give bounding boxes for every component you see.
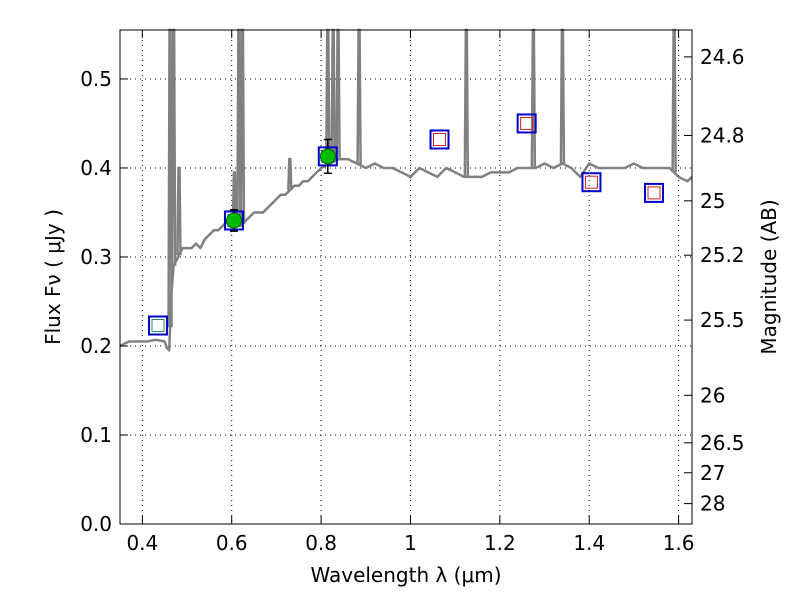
emission-line — [463, 28, 470, 177]
y-axis-label: Flux Fν ( μJy ) — [41, 209, 65, 345]
y-tick-label: 0.4 — [80, 156, 112, 180]
emission-line — [356, 28, 362, 165]
grid — [120, 30, 692, 524]
y-tick-label: 0.0 — [80, 512, 112, 536]
right-tick-label: 24.6 — [700, 45, 745, 69]
photometry-box — [581, 172, 602, 193]
photometry-box — [147, 315, 168, 336]
right-tick-label: 27 — [700, 461, 725, 485]
x-tick-label: 0.4 — [126, 531, 158, 555]
emission-line — [239, 28, 246, 225]
spectrum-series — [119, 28, 693, 352]
emission-line — [287, 157, 293, 191]
right-tick-label: 24.8 — [700, 123, 745, 147]
axis-ticks: 0.4 0.6 0.8 1 1.2 1.4 1.6 0.0 0.1 0.2 0.3 0.4 0.5 24.… — [80, 30, 745, 555]
emission-line — [335, 28, 341, 160]
x-tick-label: 1.2 — [484, 531, 516, 555]
right-axis-label: Magnitude (AB) — [757, 199, 781, 354]
y-tick-label: 0.1 — [80, 423, 112, 447]
emission-line — [167, 28, 173, 328]
emission-line — [170, 28, 177, 266]
emission-line — [671, 28, 677, 173]
emission-line — [530, 28, 537, 169]
y-tick-label: 0.3 — [80, 245, 112, 269]
emission-line — [231, 171, 238, 223]
x-tick-label: 1.6 — [663, 531, 695, 555]
spectrum-line — [119, 157, 693, 352]
measured-point — [319, 138, 336, 175]
right-tick-label: 26 — [700, 383, 725, 407]
emission-line — [559, 28, 566, 164]
right-tick-label: 26.5 — [700, 431, 745, 455]
x-tick-label: 0.8 — [305, 531, 337, 555]
x-axis-label: Wavelength λ (μm) — [310, 563, 501, 587]
right-tick-label: 25.2 — [700, 243, 745, 267]
photometry-box — [429, 129, 450, 150]
emission-line — [330, 28, 336, 163]
x-tick-label: 1.4 — [573, 531, 605, 555]
x-tick-label: 1 — [404, 531, 417, 555]
photometry-box — [516, 113, 537, 134]
right-tick-label: 28 — [700, 492, 725, 516]
right-tick-label: 25.5 — [700, 308, 745, 332]
right-tick-label: 25 — [700, 189, 725, 213]
y-tick-label: 0.5 — [80, 67, 112, 91]
emission-line — [176, 166, 182, 256]
plot-frame — [119, 29, 693, 525]
y-tick-label: 0.2 — [80, 334, 112, 358]
photometry-points — [147, 113, 665, 336]
measured-point — [226, 209, 242, 232]
x-tick-label: 0.6 — [216, 531, 248, 555]
photometry-box — [644, 182, 665, 203]
